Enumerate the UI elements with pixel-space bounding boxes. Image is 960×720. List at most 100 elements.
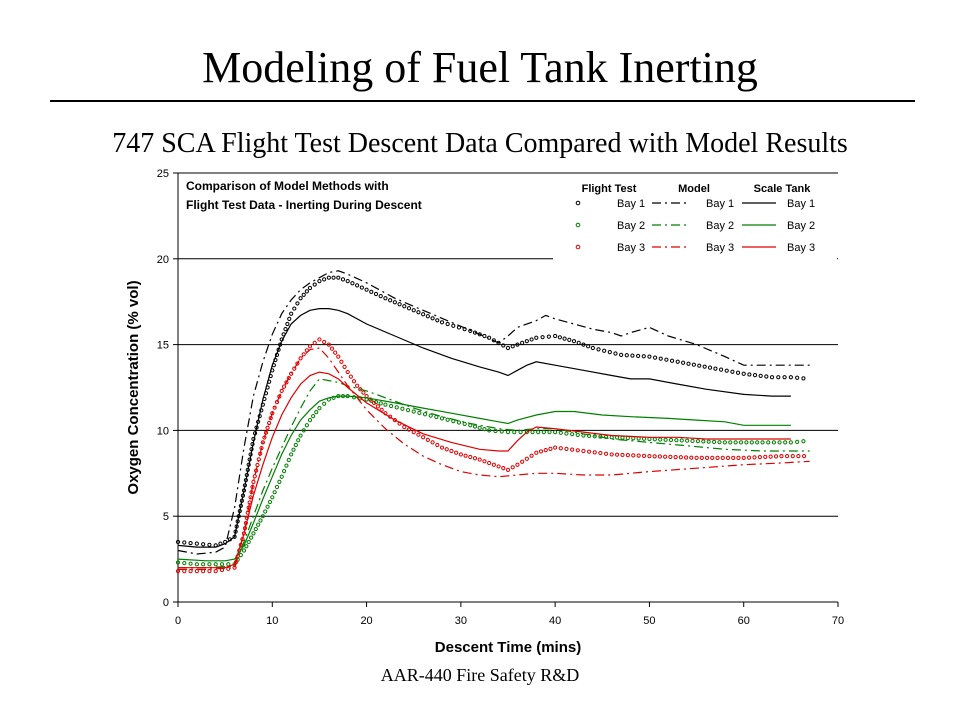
data-point — [624, 353, 629, 358]
data-point — [546, 334, 551, 339]
data-point — [284, 380, 289, 385]
data-point — [281, 469, 287, 474]
data-point — [515, 342, 520, 347]
data-point — [411, 308, 416, 313]
data-point — [679, 438, 684, 443]
data-point — [400, 406, 405, 411]
data-point — [520, 459, 525, 464]
data-point — [397, 302, 402, 307]
data-point — [307, 344, 313, 349]
data-point — [289, 452, 294, 457]
y-tick-label: 5 — [163, 511, 169, 523]
data-point — [704, 455, 710, 460]
data-point — [581, 448, 586, 454]
series-flight-test-bay-2 — [175, 393, 806, 567]
data-point — [669, 358, 675, 363]
data-point — [801, 454, 807, 459]
data-point — [711, 439, 717, 445]
data-point — [326, 275, 331, 280]
data-point — [292, 306, 297, 311]
data-point — [728, 440, 733, 445]
data-point — [541, 430, 546, 435]
data-point — [575, 432, 580, 437]
data-point — [213, 569, 218, 574]
data-point — [317, 279, 322, 284]
data-point — [194, 569, 199, 574]
data-point — [760, 440, 765, 445]
x-tick-label: 10 — [266, 615, 278, 627]
data-point — [501, 466, 506, 471]
data-point — [702, 364, 707, 369]
data-point — [322, 339, 327, 345]
data-point — [547, 430, 552, 435]
data-point — [553, 445, 558, 450]
data-point — [603, 451, 609, 456]
data-point — [731, 455, 736, 460]
y-tick-label: 20 — [157, 254, 169, 266]
data-point — [194, 541, 199, 546]
series-model-bay-1 — [177, 270, 810, 555]
legend-entry-label: Bay 3 — [706, 242, 734, 254]
data-point — [496, 464, 501, 469]
data-point — [322, 277, 327, 282]
legend-entry-label: Bay 2 — [706, 220, 734, 232]
data-point — [564, 431, 569, 436]
y-tick-label: 10 — [157, 425, 169, 437]
data-point — [369, 289, 374, 294]
data-point — [383, 402, 388, 407]
data-point — [557, 335, 562, 340]
data-point — [689, 455, 694, 460]
x-tick-label: 0 — [175, 615, 181, 627]
data-point — [524, 339, 529, 344]
data-point — [699, 455, 704, 460]
data-point — [375, 404, 380, 409]
data-point — [182, 561, 187, 566]
data-point — [454, 450, 459, 455]
data-point — [312, 340, 317, 345]
data-point — [773, 454, 779, 459]
data-point — [201, 542, 206, 547]
data-point — [265, 504, 270, 509]
legend-entry-label: Bay 1 — [787, 198, 815, 210]
data-point — [758, 373, 763, 378]
data-point — [260, 440, 265, 445]
data-point — [730, 369, 735, 374]
data-point — [668, 454, 673, 460]
series-model-bay-2 — [178, 378, 810, 569]
data-point — [652, 454, 657, 459]
data-point — [482, 333, 487, 339]
data-point — [378, 401, 383, 406]
data-point — [285, 321, 290, 327]
x-tick-label: 30 — [455, 615, 467, 627]
data-point — [298, 356, 303, 361]
data-point — [402, 424, 407, 430]
data-point — [784, 454, 790, 459]
title-divider — [50, 100, 915, 102]
legend-entry-label: Bay 3 — [617, 242, 645, 254]
data-point — [658, 437, 663, 442]
data-point — [351, 379, 357, 384]
data-point — [462, 421, 467, 426]
series-flight-test-bay-3 — [175, 337, 807, 574]
data-point — [293, 442, 298, 448]
data-point — [491, 462, 496, 467]
data-point — [416, 432, 421, 437]
data-point — [333, 350, 338, 355]
data-point — [512, 430, 517, 435]
data-point — [312, 282, 317, 287]
data-point — [405, 408, 411, 413]
data-point — [477, 457, 482, 462]
data-point — [207, 569, 212, 574]
data-point — [336, 354, 341, 359]
data-point — [487, 428, 492, 433]
data-point — [279, 474, 284, 479]
data-point — [388, 298, 393, 303]
data-point — [548, 446, 553, 451]
data-point — [534, 450, 539, 455]
data-point — [274, 484, 280, 490]
data-point — [277, 394, 282, 399]
data-point — [757, 455, 762, 460]
data-point — [540, 335, 545, 340]
footer-text: AAR-440 Fire Safety R&D — [380, 665, 580, 685]
data-point — [406, 427, 412, 432]
